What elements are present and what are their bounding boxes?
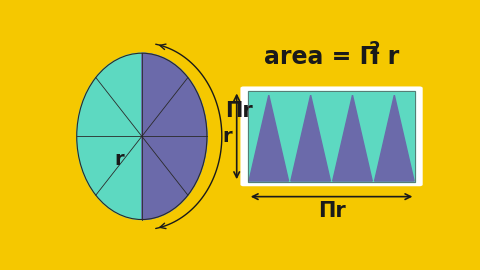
Polygon shape [249,95,288,181]
Bar [248,91,415,182]
Bar [248,91,415,182]
Text: area = Π r: area = Π r [264,45,399,69]
Text: r: r [114,150,124,169]
Polygon shape [142,53,207,220]
Text: Πr: Πr [318,201,346,221]
FancyBboxPatch shape [240,86,423,186]
Polygon shape [291,95,330,181]
Ellipse shape [77,53,207,220]
Text: 2: 2 [369,40,380,58]
Polygon shape [374,95,414,181]
Text: r: r [223,127,232,146]
Polygon shape [333,95,372,181]
Text: Πr: Πr [226,102,253,122]
